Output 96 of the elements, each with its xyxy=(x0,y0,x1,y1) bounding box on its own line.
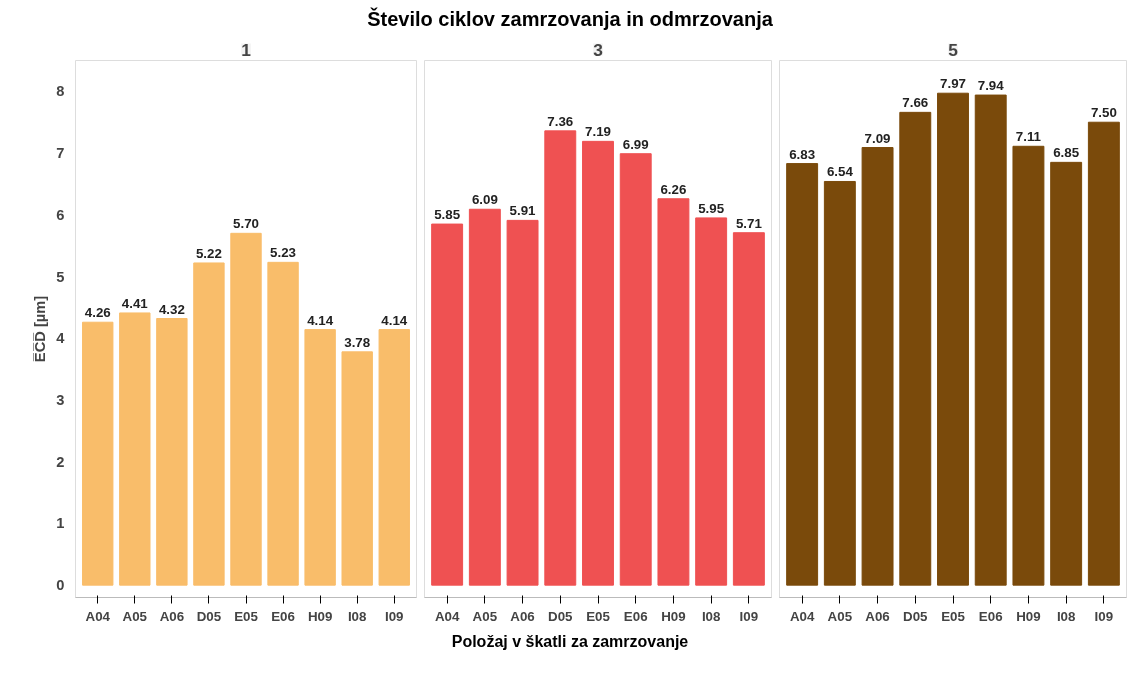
bar xyxy=(974,94,1007,586)
x-tick-label: E05 xyxy=(941,608,966,624)
bar xyxy=(82,321,114,586)
data-label: 6.83 xyxy=(789,146,816,162)
x-tick-label: I08 xyxy=(347,608,367,624)
bar xyxy=(267,261,299,586)
data-label: 7.19 xyxy=(585,124,611,140)
x-tick-label: E06 xyxy=(623,608,648,624)
data-label: 6.85 xyxy=(1053,145,1080,161)
x-tick-label: A06 xyxy=(510,608,535,624)
data-label: 5.23 xyxy=(270,245,297,261)
chart-subtitle: 3 xyxy=(593,39,604,60)
bar xyxy=(341,351,373,586)
y-tick-label: 3 xyxy=(56,391,65,408)
y-tick-label: 1 xyxy=(56,515,65,532)
x-tick-label: E05 xyxy=(586,608,611,624)
bar xyxy=(823,180,856,586)
y-tick-label: 4 xyxy=(56,330,66,347)
y-tick-label: 6 xyxy=(56,206,65,223)
bar xyxy=(544,130,577,586)
x-tick-label: I09 xyxy=(739,608,759,624)
data-label: 5.71 xyxy=(735,215,763,231)
bar xyxy=(937,92,969,586)
bar xyxy=(786,163,819,586)
chart-title: Število ciklov zamrzovanja in odmrzovanja xyxy=(367,6,773,32)
y-tick-label: 5 xyxy=(56,268,65,285)
data-label: 7.36 xyxy=(547,113,574,129)
x-tick-label: I08 xyxy=(701,608,721,624)
data-label: 4.26 xyxy=(84,305,111,321)
data-label: 5.85 xyxy=(434,207,461,223)
data-label: 6.09 xyxy=(471,192,498,208)
x-tick-label: A04 xyxy=(434,608,460,624)
bar xyxy=(695,217,728,586)
data-label: 7.11 xyxy=(1015,129,1042,145)
x-tick-label: I08 xyxy=(1056,608,1076,624)
y-tick-label: 7 xyxy=(56,145,65,162)
bar xyxy=(119,312,151,586)
x-tick-label: H09 xyxy=(661,608,686,624)
bar xyxy=(468,208,501,586)
data-label: 6.99 xyxy=(622,136,649,152)
bar xyxy=(861,147,894,586)
data-label: 4.32 xyxy=(158,301,185,317)
x-tick-label: A04 xyxy=(789,608,815,624)
x-tick-label: D05 xyxy=(196,608,222,624)
data-label: 5.95 xyxy=(698,200,725,216)
x-axis-title: Položaj v škatli za zamrzovanje xyxy=(451,632,689,652)
bar xyxy=(230,232,262,586)
x-tick-label: D05 xyxy=(903,608,929,624)
x-tick-label: D05 xyxy=(548,608,574,624)
y-axis-title: E̅C̅D̅ [µm] xyxy=(32,295,49,363)
data-label: 5.70 xyxy=(233,216,259,232)
x-tick-label: I09 xyxy=(385,608,404,624)
data-label: 7.97 xyxy=(940,76,966,92)
data-label: 5.22 xyxy=(195,245,222,261)
bar xyxy=(378,329,410,586)
x-tick-label: I09 xyxy=(1094,608,1114,624)
chart-subtitle: 1 xyxy=(241,39,252,60)
data-label: 7.09 xyxy=(864,130,891,146)
data-label: 7.66 xyxy=(902,95,929,111)
bar xyxy=(1012,145,1045,586)
x-tick-label: A04 xyxy=(85,608,111,624)
data-label: 6.26 xyxy=(660,181,687,197)
bar xyxy=(431,223,464,586)
chart-subtitle: 5 xyxy=(948,39,959,60)
data-label: 7.50 xyxy=(1090,105,1117,121)
x-tick-label: H09 xyxy=(1016,608,1041,624)
bar xyxy=(1050,161,1083,586)
y-tick-label: 2 xyxy=(56,453,65,470)
x-tick-label: H09 xyxy=(307,608,333,624)
bar xyxy=(582,140,614,586)
data-label: 4.14 xyxy=(307,312,334,328)
y-tick-label: 0 xyxy=(56,577,65,594)
bar xyxy=(732,232,765,586)
x-tick-label: E06 xyxy=(978,608,1003,624)
bar xyxy=(1087,121,1120,586)
data-label: 4.41 xyxy=(121,295,149,311)
y-tick-label: 8 xyxy=(56,83,65,100)
x-tick-label: A05 xyxy=(827,608,853,624)
x-tick-label: A05 xyxy=(122,608,148,624)
data-label: 6.54 xyxy=(826,164,854,180)
bar xyxy=(619,153,652,586)
bar xyxy=(304,329,336,586)
data-label: 3.78 xyxy=(344,334,371,350)
bar xyxy=(193,262,225,586)
data-label: 7.94 xyxy=(977,78,1005,94)
x-tick-label: A05 xyxy=(472,608,498,624)
x-tick-label: E05 xyxy=(234,608,259,624)
bar xyxy=(899,111,932,586)
x-tick-label: A06 xyxy=(159,608,185,624)
data-label: 4.14 xyxy=(381,312,408,328)
bar xyxy=(506,219,539,586)
bar xyxy=(657,198,690,586)
x-tick-label: E06 xyxy=(271,608,295,624)
bar xyxy=(156,318,188,586)
x-tick-label: A06 xyxy=(865,608,890,624)
data-label: 5.91 xyxy=(509,203,537,219)
